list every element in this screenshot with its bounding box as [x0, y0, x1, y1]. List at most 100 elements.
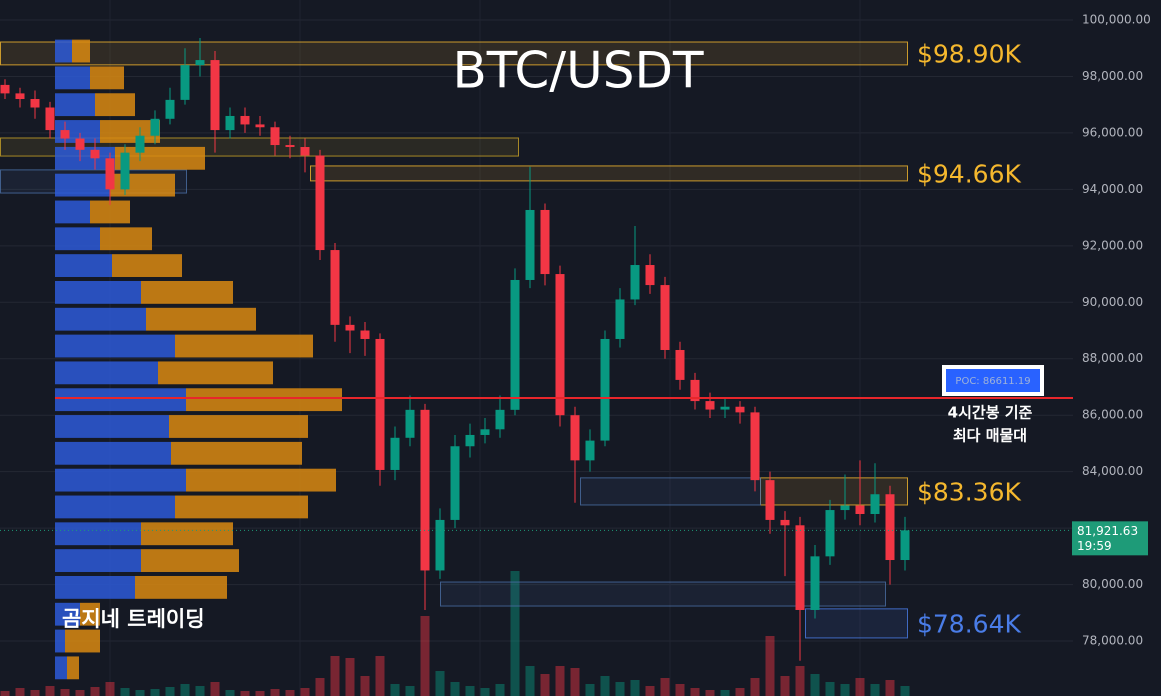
candle-body: [676, 350, 685, 380]
profile-buy: [55, 93, 95, 116]
candle-body: [526, 210, 535, 280]
volume-bar: [136, 690, 145, 696]
profile-buy: [55, 496, 175, 519]
volume-bar: [226, 690, 235, 696]
volume-bar: [496, 684, 505, 696]
candle-body: [796, 525, 805, 610]
y-tick-label: 80,000.00: [1082, 577, 1143, 591]
profile-buy: [55, 442, 171, 465]
volume-bar: [76, 690, 85, 696]
candle-body: [166, 100, 175, 119]
candle-body: [316, 155, 325, 250]
volume-bar: [46, 686, 55, 696]
profile-buy: [55, 281, 141, 304]
profile-sell: [72, 40, 90, 63]
volume-bar: [151, 689, 160, 696]
profile-buy: [55, 174, 110, 197]
volume-bar: [586, 684, 595, 696]
poc-label: POC: 86611.19: [955, 376, 1030, 387]
volume-bar: [616, 682, 625, 696]
volume-bar: [886, 680, 895, 696]
volume-bar: [346, 658, 355, 696]
volume-bar: [181, 684, 190, 696]
volume-bar: [691, 688, 700, 696]
candle-body: [76, 139, 85, 150]
volume-bar: [376, 656, 385, 696]
candle-body: [571, 415, 580, 460]
volume-bar: [751, 678, 760, 696]
candle-body: [841, 506, 850, 511]
candle-body: [286, 145, 295, 147]
volume-bar: [676, 684, 685, 696]
candle-body: [376, 339, 385, 470]
profile-buy: [55, 549, 141, 572]
candle-body: [301, 147, 310, 155]
profile-sell: [135, 576, 227, 599]
candle-body: [511, 280, 520, 410]
profile-sell: [110, 174, 175, 197]
profile-buy: [55, 388, 186, 411]
volume-bar: [316, 678, 325, 696]
volume-bar: [481, 688, 490, 696]
volume-bar: [301, 688, 310, 696]
profile-sell: [141, 281, 233, 304]
candle-body: [391, 438, 400, 470]
profile-buy: [55, 361, 158, 384]
profile-buy: [55, 576, 135, 599]
profile-sell: [158, 361, 273, 384]
candle-body: [901, 530, 910, 560]
candle-body: [361, 331, 370, 339]
candle-body: [541, 210, 550, 274]
candle-body: [406, 410, 415, 438]
volume-bar: [406, 686, 415, 696]
volume-bar: [61, 689, 70, 696]
candle-body: [61, 130, 70, 138]
profile-buy: [55, 254, 112, 277]
candle-body: [556, 274, 565, 415]
volume-bar: [571, 668, 580, 696]
volume-bar: [31, 690, 40, 696]
volume-bar: [1, 691, 10, 696]
candle-body: [121, 153, 130, 190]
profile-sell: [146, 308, 256, 331]
candle-body: [616, 299, 625, 339]
volume-bar: [361, 676, 370, 696]
volume-bar: [556, 666, 565, 696]
profile-buy: [55, 308, 146, 331]
candle-body: [331, 250, 340, 325]
profile-buy: [55, 415, 169, 438]
poc-note: 최다 매물대: [953, 427, 1027, 445]
candle-body: [886, 494, 895, 560]
volume-bar: [811, 674, 820, 696]
watermark: 곰지네 트레이딩: [62, 607, 205, 631]
candle-body: [151, 119, 160, 136]
candle-body: [91, 150, 100, 158]
volume-bar: [601, 676, 610, 696]
candle-body: [856, 506, 865, 514]
zone-label: $94.66K: [917, 159, 1021, 188]
y-tick-label: 90,000.00: [1082, 295, 1143, 309]
volume-bar: [646, 686, 655, 696]
price-zone: [311, 166, 908, 181]
zone-label: $83.36K: [917, 477, 1021, 506]
volume-bar: [256, 691, 265, 696]
profile-buy: [55, 335, 175, 358]
profile-sell: [186, 388, 342, 411]
volume-bar: [526, 666, 535, 696]
candle-body: [346, 325, 355, 331]
candle-body: [496, 410, 505, 429]
candle-body: [601, 339, 610, 441]
profile-sell: [175, 335, 313, 358]
volume-bar: [841, 684, 850, 696]
candle-body: [481, 429, 490, 435]
volume-bar: [631, 680, 640, 696]
profile-sell: [175, 496, 308, 519]
candle-body: [871, 494, 880, 514]
volume-bar: [721, 690, 730, 696]
volume-bar: [661, 678, 670, 696]
price-zone: [761, 478, 908, 505]
volume-bar: [211, 682, 220, 696]
y-tick-label: 100,000.00: [1082, 12, 1151, 26]
